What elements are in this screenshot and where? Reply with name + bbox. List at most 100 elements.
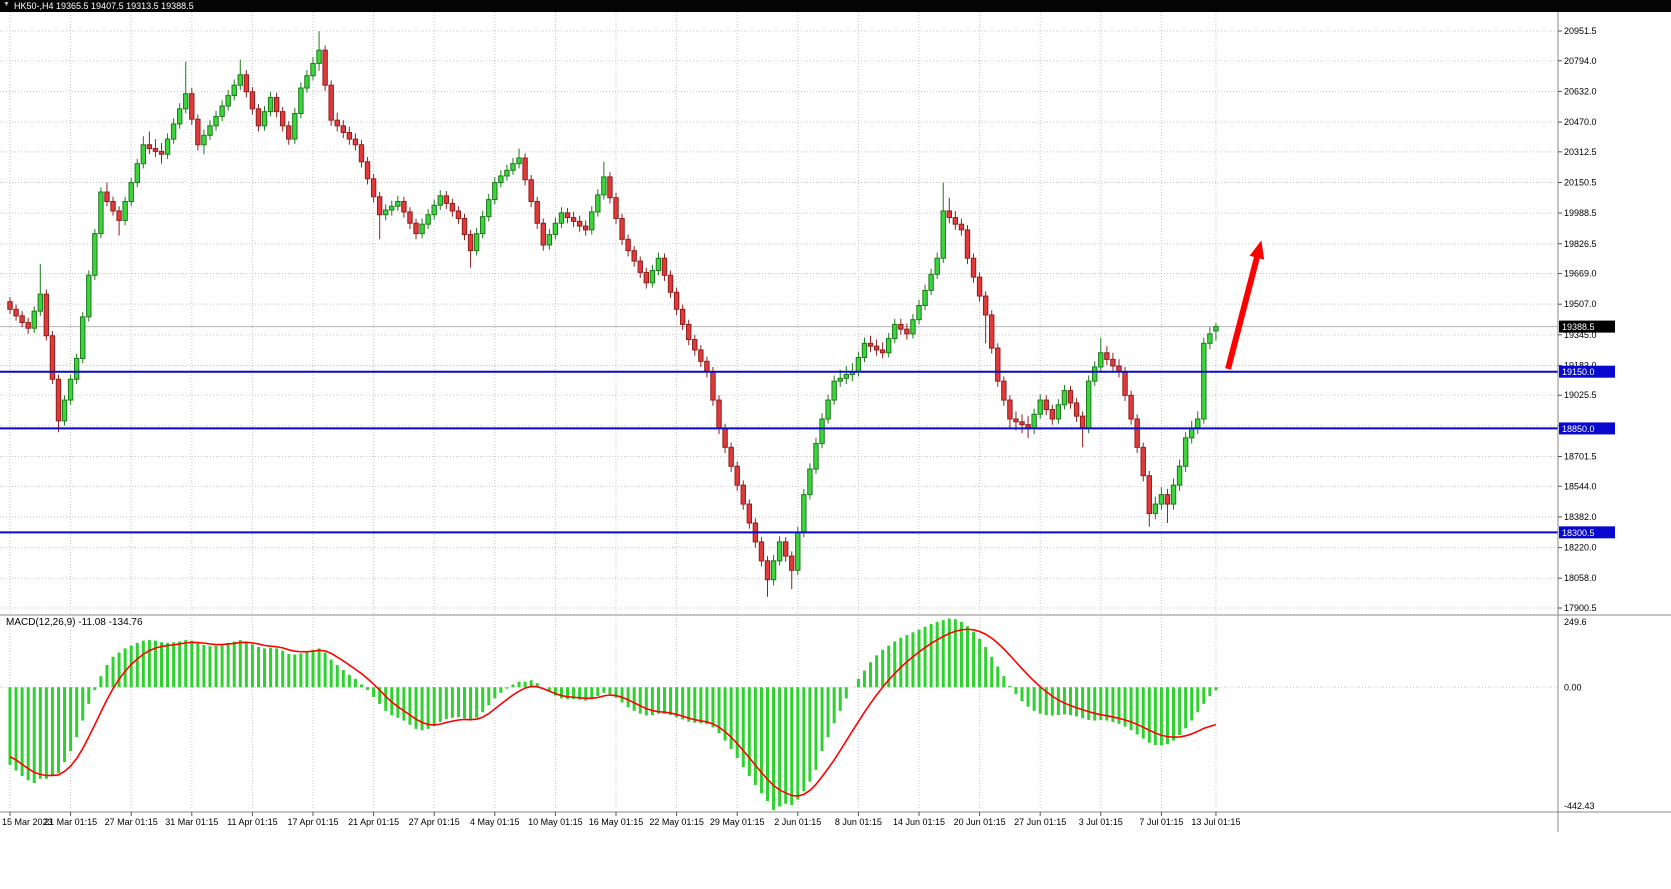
macd-tick-label: 249.6 [1564, 617, 1587, 627]
candle-bear [189, 93, 195, 120]
price-tick-label: 18220.0 [1564, 543, 1597, 553]
svg-text:18850.0: 18850.0 [1562, 424, 1595, 434]
candle-bull [855, 357, 862, 373]
time-tick-label: 27 Apr 01:15 [409, 817, 460, 827]
candle-bear [583, 225, 589, 231]
candle-bear [679, 308, 686, 325]
level-lines [0, 370, 1558, 534]
price-tick-label: 18382.0 [1564, 512, 1597, 522]
candle-bear [152, 148, 159, 152]
candle-bear [873, 345, 880, 351]
candle-bear [879, 349, 886, 354]
arrow-head-icon[interactable] [1249, 240, 1265, 260]
candle-bear [273, 96, 280, 113]
time-tick-label: 10 May 01:15 [528, 817, 583, 827]
candle-bear [522, 157, 528, 181]
chart-title: HK50-,H4 19365.5 19407.5 19313.5 19388.5 [14, 1, 194, 11]
candle-bull [67, 378, 74, 401]
candle-bull [516, 157, 522, 165]
candle-bear [407, 211, 413, 224]
price-tick-label: 19669.0 [1564, 269, 1597, 279]
candle-bear [619, 218, 625, 240]
time-tick-label: 16 May 01:15 [589, 817, 644, 827]
candle-bull [1061, 390, 1068, 406]
candle-bull [589, 211, 595, 231]
candle-bull [1207, 333, 1213, 344]
candle-bear [334, 119, 340, 127]
candle-bear [673, 291, 680, 310]
candle-bull [813, 443, 819, 470]
candle-bull [419, 223, 425, 235]
candle-bull [213, 115, 219, 127]
candle-bear [946, 210, 952, 219]
candle-bull [207, 125, 213, 136]
candle-bull [183, 93, 189, 110]
trend-arrow[interactable] [1225, 240, 1265, 370]
candle-bull [1195, 418, 1201, 429]
candle-bear [607, 176, 613, 199]
candle-bear [958, 223, 965, 231]
candle-bear [643, 271, 649, 284]
price-tick-label: 19345.0 [1564, 330, 1597, 340]
candle-bear [970, 257, 977, 278]
candle-bull [552, 222, 559, 236]
candle-bull [395, 200, 401, 207]
candle-bear [952, 217, 959, 225]
candle-bear [1146, 475, 1152, 515]
candle-bull [383, 209, 389, 216]
time-tick-label: 4 May 01:15 [470, 817, 520, 827]
candle-bear [564, 212, 571, 219]
candle-bull [304, 75, 310, 89]
candle-bull [1170, 484, 1177, 505]
candle-bear [976, 276, 983, 297]
price-tick-label: 18701.5 [1564, 452, 1597, 462]
candle-bull [498, 175, 504, 184]
candle-bear [631, 250, 637, 262]
candle-bear [782, 541, 789, 557]
candle-bear [449, 202, 456, 212]
price-tick-label: 20794.0 [1564, 56, 1597, 66]
candle-bull [479, 216, 486, 235]
candle-bear [401, 200, 407, 213]
candle-bear [110, 200, 116, 212]
current-price-badge: 19388.5 [1559, 320, 1615, 333]
collapse-triangle-icon[interactable]: ▼ [3, 1, 10, 8]
candle-bull [1098, 352, 1104, 368]
candle-bear [1019, 421, 1025, 426]
candle-bear [995, 347, 1001, 382]
candle-bull [486, 199, 492, 218]
macd-axis: 249.6 0.00 -442.43 [1564, 617, 1595, 811]
candle-bull [934, 257, 940, 275]
candle-bull [164, 138, 171, 155]
candle-bear [734, 465, 740, 486]
candle-bear [1164, 494, 1171, 505]
candle-bear [243, 74, 250, 93]
candle-bull [176, 108, 183, 125]
candle-bear [667, 274, 674, 293]
time-tick-label: 31 Mar 01:15 [165, 817, 218, 827]
candle-bull [225, 95, 231, 107]
candle-bull [770, 560, 777, 581]
candle-bull [31, 310, 37, 329]
svg-text:18300.5: 18300.5 [1562, 528, 1595, 538]
candle-bull [170, 123, 177, 140]
candle-bull [655, 257, 662, 272]
candle-bear [1110, 358, 1116, 367]
candle-bear [989, 314, 995, 349]
candle-bull [861, 342, 868, 359]
candle-bear [964, 229, 971, 259]
candle-bear [867, 342, 874, 347]
price-tick-label: 19507.0 [1564, 299, 1597, 309]
indicator-label: MACD(12,26,9) -11.08 -134.76 [6, 617, 143, 628]
arrow-shaft[interactable] [1225, 249, 1262, 370]
time-tick-label: 22 May 01:15 [649, 817, 704, 827]
candle-bull [219, 105, 225, 117]
candle-bull [267, 96, 274, 113]
time-tick-label: 3 Jul 01:15 [1079, 817, 1123, 827]
time-tick-label: 20 Jun 01:15 [954, 817, 1006, 827]
candle-bear [255, 108, 262, 127]
